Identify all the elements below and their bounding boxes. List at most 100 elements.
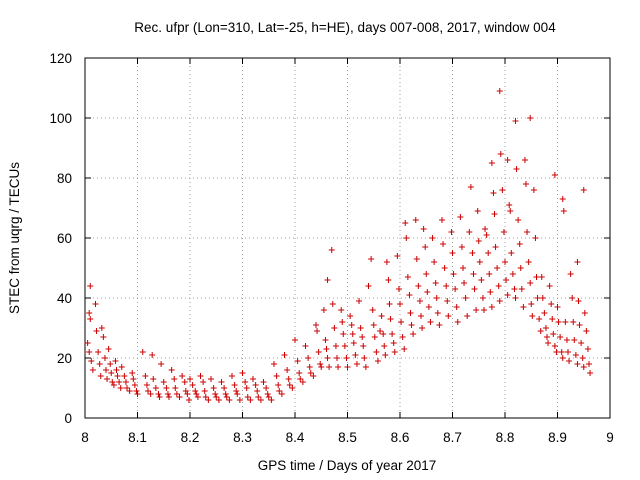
data-point — [587, 370, 594, 376]
data-point — [385, 277, 392, 283]
data-point — [403, 235, 410, 241]
data-point — [431, 259, 438, 265]
data-point — [223, 394, 230, 400]
data-point — [580, 364, 587, 370]
data-point — [95, 349, 102, 355]
data-point — [476, 259, 483, 265]
data-point — [213, 394, 220, 400]
data-point — [152, 385, 159, 391]
data-point — [181, 379, 188, 385]
data-point — [92, 301, 99, 307]
axis-ticks: 8 8.1 8.2 8.3 8.4 8.5 8.6 8.7 8.8 8.9 9 0 20 40 60 80 10… — [49, 51, 613, 445]
data-point — [356, 298, 363, 304]
data-point — [407, 310, 414, 316]
data-point — [150, 376, 157, 382]
data-point — [112, 358, 119, 364]
data-point — [353, 361, 360, 367]
data-point — [583, 328, 590, 334]
data-point — [320, 307, 327, 313]
data-point — [368, 256, 375, 262]
data-point — [134, 391, 141, 397]
data-point — [86, 349, 93, 355]
data-point — [299, 379, 306, 385]
x-tick-label: 8.1 — [128, 430, 147, 445]
data-point — [255, 394, 262, 400]
data-point — [103, 367, 109, 373]
data-point — [84, 340, 91, 346]
data-point — [418, 313, 424, 319]
data-point — [107, 361, 114, 367]
data-point — [497, 151, 504, 157]
data-point — [404, 274, 411, 280]
data-point — [390, 340, 397, 346]
data-point — [478, 277, 485, 283]
data-point — [511, 286, 518, 292]
grid-lines — [85, 58, 610, 418]
data-point — [233, 388, 240, 394]
data-point — [187, 376, 193, 382]
data-point — [413, 256, 420, 262]
data-point — [229, 373, 235, 379]
data-point — [410, 331, 417, 337]
data-point — [581, 310, 588, 316]
data-point — [347, 313, 354, 319]
y-tick-label: 0 — [64, 411, 72, 426]
data-point — [506, 202, 513, 208]
data-point — [108, 370, 115, 376]
data-point — [487, 289, 494, 295]
data-point — [260, 379, 267, 385]
data-point — [534, 295, 541, 301]
data-point — [545, 340, 552, 346]
data-point — [580, 187, 587, 193]
data-point — [488, 160, 495, 166]
data-point — [168, 367, 175, 373]
data-point — [265, 394, 272, 400]
data-point — [210, 385, 217, 391]
data-point — [572, 352, 579, 358]
data-point — [348, 322, 355, 328]
data-point — [559, 196, 566, 202]
data-point — [450, 271, 457, 277]
data-point — [369, 307, 376, 313]
data-point — [343, 355, 350, 361]
data-point — [524, 229, 531, 235]
data-point — [399, 334, 406, 340]
data-point — [373, 349, 380, 355]
y-tick-label: 100 — [49, 111, 72, 126]
data-point — [344, 364, 351, 370]
data-point — [525, 259, 532, 265]
data-point — [105, 346, 112, 352]
data-point — [542, 325, 549, 331]
data-point — [297, 376, 304, 382]
data-point — [131, 382, 138, 388]
data-point — [527, 280, 534, 286]
data-point — [221, 385, 228, 391]
data-point — [475, 238, 482, 244]
data-point — [490, 190, 497, 196]
data-point — [371, 334, 378, 340]
data-point — [509, 271, 516, 277]
data-point — [488, 304, 495, 310]
data-point — [441, 265, 448, 271]
data-point — [516, 241, 523, 247]
data-point — [234, 391, 241, 397]
data-point — [464, 313, 471, 319]
data-point — [434, 310, 441, 316]
data-point — [88, 358, 95, 364]
data-point — [296, 370, 303, 376]
data-point — [193, 391, 200, 397]
data-point — [326, 364, 333, 370]
data-point — [87, 283, 94, 289]
data-point — [89, 367, 96, 373]
data-point — [469, 250, 476, 256]
data-point — [563, 337, 570, 343]
data-point — [584, 346, 591, 352]
data-point — [546, 283, 553, 289]
data-point — [324, 277, 331, 283]
data-point — [285, 376, 292, 382]
chart-title: Rec. ufpr (Lon=310, Lat=-25, h=HE), days… — [134, 20, 556, 35]
data-point — [158, 361, 165, 367]
data-point — [349, 331, 356, 337]
data-point — [551, 172, 558, 178]
data-point — [142, 373, 149, 379]
